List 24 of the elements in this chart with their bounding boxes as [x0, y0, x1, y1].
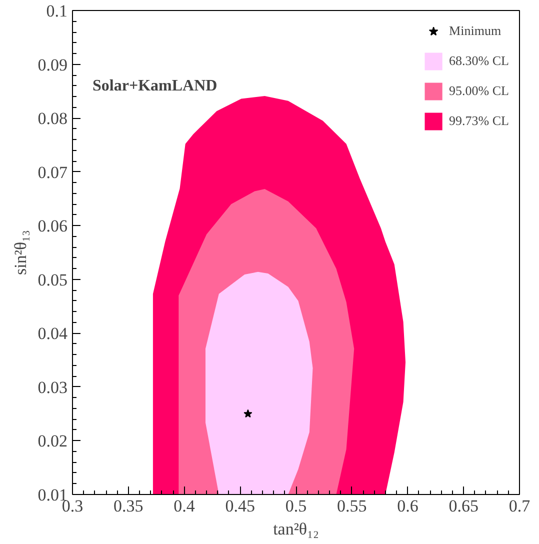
legend-label: 68.30% CL — [449, 53, 509, 69]
y-tick-label: 0.1 — [46, 2, 68, 20]
x-tick-label: 0.65 — [448, 496, 478, 516]
x-tick-label: 0.55 — [337, 496, 367, 516]
x-tick-label: 0.7 — [508, 496, 531, 516]
x-tick-label: 0.45 — [225, 496, 255, 516]
x-tick-label: 0.6 — [397, 496, 418, 516]
annotation: Solar+KamLAND — [92, 78, 218, 94]
legend-label: Minimum — [449, 23, 502, 39]
y-tick-label: 0.03 — [38, 378, 68, 397]
y-tick-label: 0.06 — [38, 216, 68, 236]
y-axis-title: sin²θ₁₃ — [10, 230, 30, 275]
x-axis-title: tan²θ₁₂ — [273, 520, 319, 538]
y-tick-label: 0.05 — [38, 270, 68, 290]
y-tick-label: 0.09 — [38, 55, 68, 74]
x-tick-label: 0.5 — [285, 496, 307, 516]
x-tick-label: 0.35 — [114, 496, 144, 516]
legend-label: 95.00% CL — [449, 83, 509, 99]
legend-label: 99.73% CL — [449, 113, 509, 129]
y-tick-label: 0.08 — [38, 109, 68, 128]
x-tick-label: 0.4 — [174, 496, 196, 516]
y-tick-label: 0.04 — [38, 324, 68, 344]
y-tick-label: 0.07 — [38, 162, 68, 182]
y-tick-label: 0.02 — [38, 432, 68, 451]
